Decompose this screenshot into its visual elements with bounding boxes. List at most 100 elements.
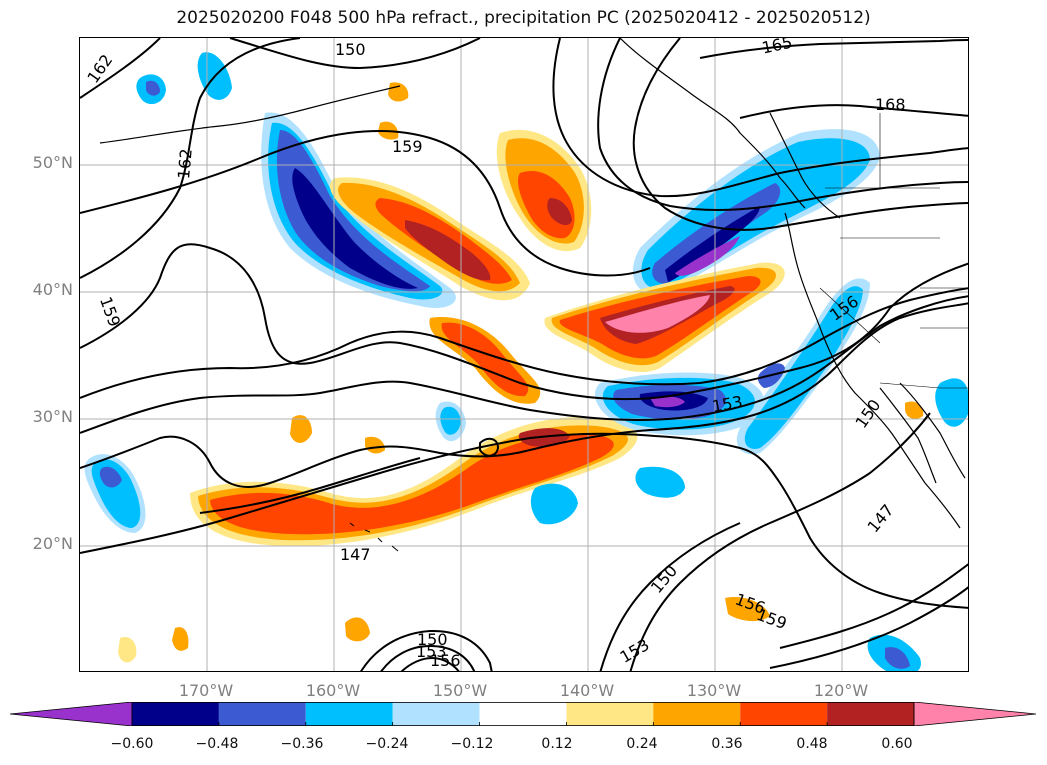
us-state-border-a — [879, 113, 940, 189]
colorbar-tick-label: −0.36 — [280, 736, 324, 752]
contour-150-a — [80, 302, 968, 488]
colorbar-segment — [827, 702, 914, 726]
positive-spot-s-a — [345, 617, 370, 642]
contour-low-center-c — [400, 656, 460, 671]
negative-blob-se-mid — [885, 647, 910, 669]
colorbar-extend-high — [913, 702, 1036, 726]
contour-150-n — [229, 38, 481, 70]
colorbar-segments — [10, 702, 1036, 726]
contour-label: 159 — [392, 137, 423, 156]
lon-label: 140°W — [559, 681, 615, 700]
contour-label: 168 — [875, 95, 906, 114]
negative-blob-south-c-core — [440, 406, 461, 435]
map-panel[interactable]: 162 150 165 168 159 162 159 156 153 150 … — [79, 37, 969, 672]
contour-label: 153 — [617, 635, 653, 667]
contour-147-a — [80, 432, 968, 609]
contour-label: 162 — [83, 51, 116, 87]
lon-label: 120°W — [813, 681, 869, 700]
contour-168 — [739, 104, 968, 119]
positive-band-nw-deep — [405, 220, 491, 281]
negative-band-nw-deep — [292, 168, 418, 289]
colorbar-tick-label: 0.36 — [711, 736, 743, 752]
contour-ne-trough-a — [552, 38, 968, 198]
positive-spot-mid-a — [290, 415, 312, 443]
anomaly-fill-layer — [84, 52, 968, 671]
positive-band-central-peak — [605, 295, 710, 333]
colorbar-segment — [218, 702, 306, 726]
contour-low-center-b — [380, 644, 476, 671]
height-contours — [80, 38, 968, 671]
contour-label: 150 — [851, 396, 884, 432]
contour-153-b — [599, 522, 741, 671]
contour-label: 159 — [754, 605, 789, 633]
contour-label: 156 — [430, 651, 461, 670]
contour-162-nw — [80, 38, 161, 99]
lat-label: 30°N — [32, 407, 73, 426]
contour-159-a — [80, 130, 651, 277]
colorbar-tick-label: −0.12 — [450, 736, 494, 752]
negative-spot-nw-a-core — [146, 80, 160, 96]
negative-band-ne-peak — [675, 236, 740, 276]
positive-spot-e-a — [905, 401, 924, 419]
lon-label: 130°W — [686, 681, 742, 700]
us-mex-border — [879, 382, 968, 389]
colorbar-tick-label: 0.48 — [796, 736, 828, 752]
positive-spot-mid-b — [365, 436, 385, 454]
colorbar-segment — [479, 702, 567, 726]
negative-blob-west-mid — [99, 466, 122, 488]
hawaii-islands — [349, 522, 399, 552]
contour-156-a — [80, 287, 968, 399]
positive-spot-n-a — [388, 82, 409, 102]
contour-label: 162 — [174, 148, 196, 180]
negative-blob-south-a — [530, 483, 578, 525]
contour-165 — [699, 39, 968, 59]
lon-label: 170°W — [178, 681, 234, 700]
contour-low-ring — [479, 437, 500, 457]
colorbar-tick-label: −0.24 — [365, 736, 409, 752]
contour-153-a — [80, 295, 968, 434]
colorbar — [10, 702, 1036, 726]
contour-label: 150 — [335, 40, 366, 59]
coastline-layer — [99, 38, 968, 552]
contour-label: 147 — [863, 501, 897, 537]
contour-150-b — [629, 412, 931, 671]
colorbar-segment — [653, 702, 741, 726]
east-us-border — [920, 287, 968, 329]
map-title: 2025020200 F048 500 hPa refract., precip… — [176, 8, 871, 28]
contour-162-a — [80, 38, 301, 279]
baja-coast — [879, 387, 937, 484]
contour-159-b — [80, 243, 968, 401]
colorbar-tick-label: −0.48 — [195, 736, 239, 752]
positive-band-south-core — [210, 433, 614, 535]
negative-blob-southcentral-peak — [650, 396, 685, 408]
positive-spot-s-b — [118, 636, 137, 663]
contour-147-b — [199, 457, 421, 514]
lon-label: 160°W — [305, 681, 361, 700]
contour-159-b2 — [769, 586, 968, 669]
negative-band-nw-mid — [276, 130, 430, 292]
aleutian-chain — [99, 85, 401, 144]
negative-blob-south-b — [635, 466, 685, 498]
positive-spot-s-c — [172, 627, 189, 651]
colorbar-segment — [305, 702, 393, 726]
contour-label: 165 — [760, 38, 794, 58]
contour-label: 153 — [416, 642, 447, 661]
contour-label: 150 — [417, 630, 448, 649]
colorbar-segment — [132, 702, 219, 726]
bc-coast — [769, 112, 841, 219]
colorbar-tick-label: 0.12 — [541, 736, 573, 752]
lon-label: 150°W — [432, 681, 488, 700]
contour-label: 159 — [96, 294, 124, 329]
negative-band-ne-deep — [665, 206, 760, 282]
lat-label: 50°N — [32, 153, 73, 172]
colorbar-extend-low — [10, 702, 133, 726]
contour-ne-trough-b — [597, 38, 968, 211]
colorbar-segment — [566, 702, 654, 726]
gulf-california — [899, 382, 966, 479]
colorbar-segment — [740, 702, 828, 726]
us-west-coast — [784, 212, 961, 529]
colorbar-tick-label: 0.60 — [881, 736, 913, 752]
contour-label: 150 — [647, 561, 681, 597]
colorbar-tick-label: 0.24 — [626, 736, 658, 752]
colorbar-frame — [131, 702, 915, 726]
